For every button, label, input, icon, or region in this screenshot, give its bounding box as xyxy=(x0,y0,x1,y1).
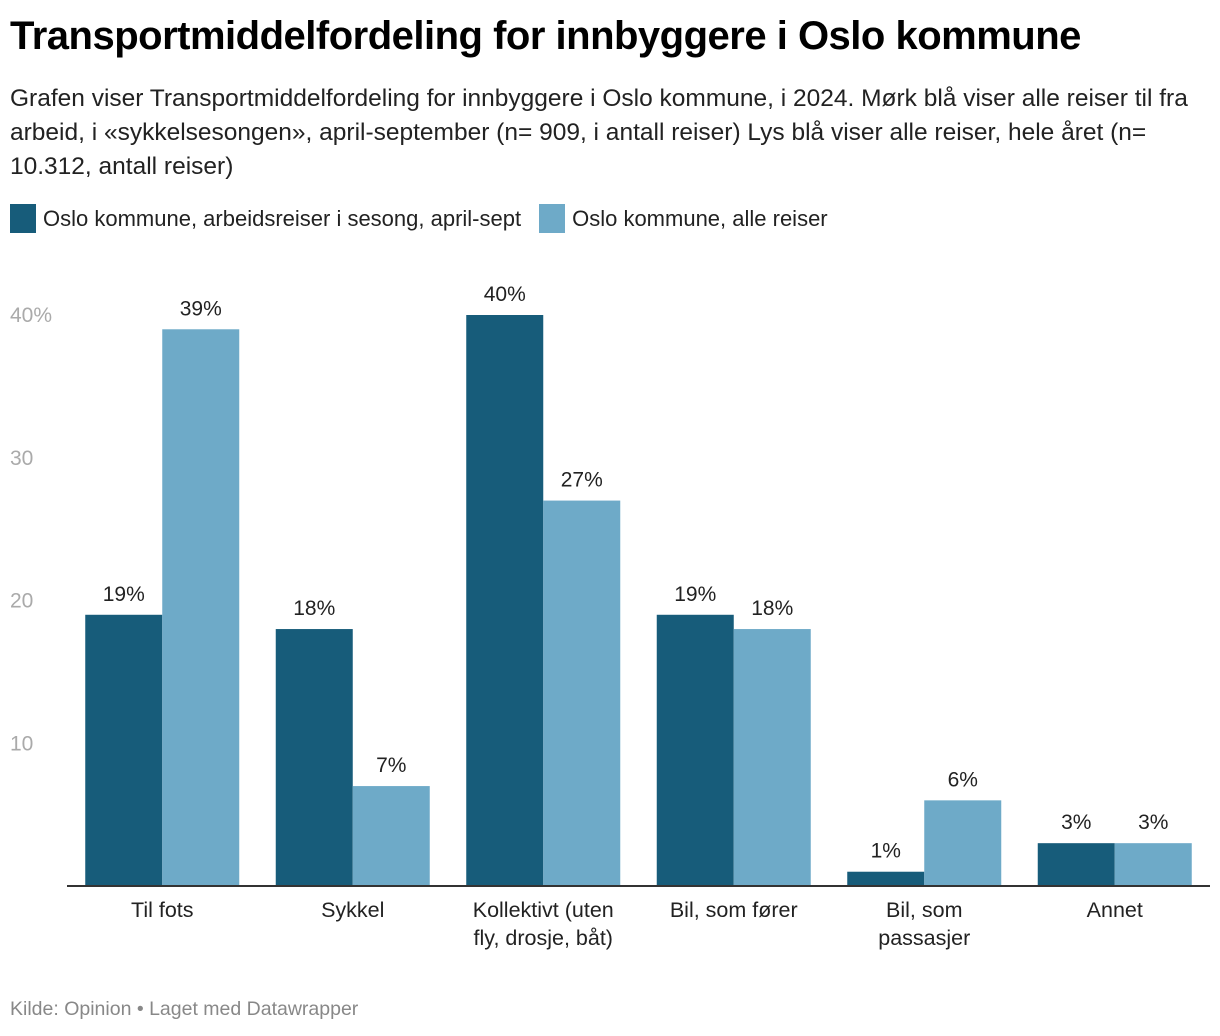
y-tick-label: 30 xyxy=(10,447,33,470)
bar-value-label: 3% xyxy=(1138,811,1168,834)
bar-all-trips xyxy=(162,329,240,886)
bar-value-label: 19% xyxy=(674,583,716,606)
bar-work-trips xyxy=(85,614,163,886)
legend-item-all-trips: Oslo kommune, alle reiser xyxy=(539,204,828,233)
bar-value-label: 18% xyxy=(751,597,793,620)
bar-all-trips xyxy=(352,786,430,886)
bar-value-label: 1% xyxy=(871,840,901,863)
chart-subtitle: Grafen viser Transportmiddelfordeling fo… xyxy=(10,85,1188,180)
category-label: passasjer xyxy=(878,926,970,950)
source-footer: Kilde: Opinion • Laget med Datawrapper xyxy=(10,998,359,1020)
legend-swatch-light xyxy=(539,204,566,233)
bar-work-trips xyxy=(275,629,353,886)
category-label: Kollektivt (uten xyxy=(473,898,614,922)
category-label: Bil, som xyxy=(886,898,962,922)
category-label: Til fots xyxy=(131,898,194,922)
legend-label-work-trips: Oslo kommune, arbeidsreiser i sesong, ap… xyxy=(43,205,522,231)
y-tick-label: 40% xyxy=(10,304,52,327)
bar-work-trips xyxy=(847,871,925,886)
bar-value-label: 27% xyxy=(561,469,603,492)
bar-value-label: 6% xyxy=(948,768,978,791)
bar-work-trips xyxy=(466,315,544,886)
category-label: Bil, som fører xyxy=(670,898,798,922)
bar-value-label: 7% xyxy=(376,754,406,777)
bar-all-trips xyxy=(733,629,811,886)
bar-work-trips xyxy=(656,614,734,886)
y-tick-label: 10 xyxy=(10,732,33,755)
bar-all-trips xyxy=(924,800,1002,886)
category-label: Sykkel xyxy=(321,898,384,922)
bar-value-label: 3% xyxy=(1061,811,1091,834)
category-label: Annet xyxy=(1087,898,1143,922)
category-label: fly, drosje, båt) xyxy=(474,926,613,950)
bar-value-label: 18% xyxy=(293,597,335,620)
bar-value-label: 19% xyxy=(103,583,145,606)
bar-value-label: 39% xyxy=(180,297,222,320)
bar-all-trips xyxy=(543,500,621,886)
bar-all-trips xyxy=(1114,843,1192,886)
legend: Oslo kommune, arbeidsreiser i sesong, ap… xyxy=(10,204,846,233)
chart-title: Transportmiddelfordeling for innbyggere … xyxy=(10,14,1081,58)
legend-item-work-trips: Oslo kommune, arbeidsreiser i sesong, ap… xyxy=(10,204,521,233)
y-tick-label: 20 xyxy=(10,590,33,613)
bar-value-label: 40% xyxy=(484,283,526,306)
legend-swatch-dark xyxy=(10,204,36,233)
legend-label-all-trips: Oslo kommune, alle reiser xyxy=(572,205,828,231)
bar-work-trips xyxy=(1037,843,1115,886)
